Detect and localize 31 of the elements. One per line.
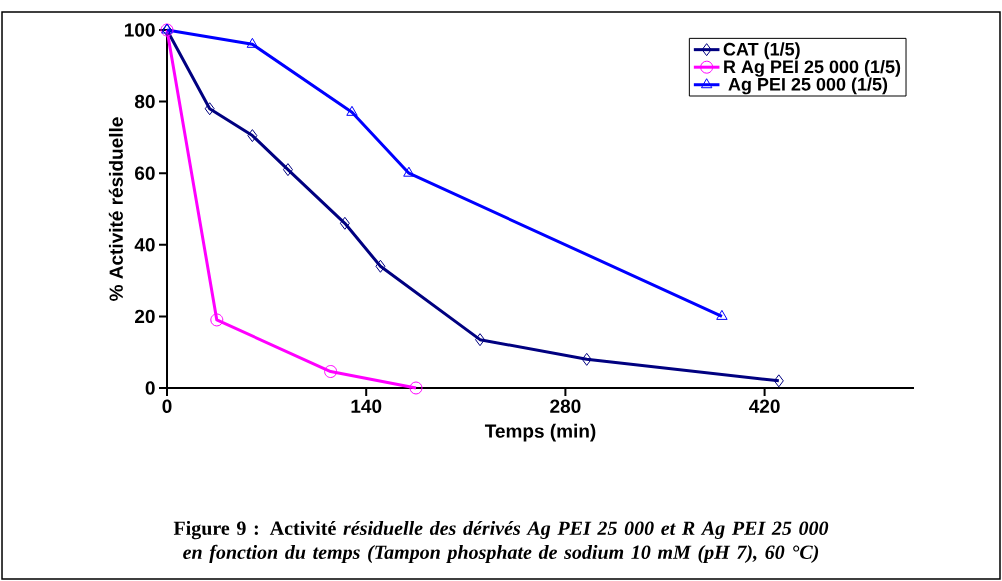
legend-label: CAT (1/5) bbox=[723, 42, 800, 60]
x-tick-label: 140 bbox=[351, 399, 382, 413]
legend-label: R Ag PEI 25 000 (1/5) bbox=[724, 59, 901, 77]
point bbox=[282, 163, 293, 177]
y-tick-label: 100 bbox=[124, 23, 155, 37]
point bbox=[403, 166, 415, 177]
point bbox=[409, 381, 423, 395]
x-tick-label: 0 bbox=[162, 399, 172, 413]
point bbox=[210, 313, 224, 327]
y-axis-title: % Activité résiduelle bbox=[108, 117, 123, 301]
y-tick-label: 60 bbox=[135, 166, 155, 180]
point bbox=[247, 129, 258, 143]
point bbox=[716, 309, 728, 320]
point bbox=[581, 352, 592, 366]
x-tick-label: 280 bbox=[550, 399, 581, 413]
point bbox=[346, 105, 358, 116]
y-tick-label: 80 bbox=[134, 94, 155, 109]
x-axis-title: Temps (min) bbox=[484, 423, 596, 442]
point bbox=[324, 365, 338, 379]
y-tick-label: 20 bbox=[135, 309, 155, 324]
y-tick-label: 40 bbox=[134, 238, 155, 252]
point bbox=[204, 102, 215, 116]
y-tick-label: 0 bbox=[145, 381, 155, 395]
point bbox=[773, 374, 784, 388]
legend-label: Ag PEI 25 000 (1/5) bbox=[728, 77, 888, 95]
point bbox=[475, 333, 486, 347]
point bbox=[339, 216, 350, 230]
point bbox=[375, 259, 386, 273]
point bbox=[246, 37, 259, 48]
text: Figure 9 : Activité résiduelle des dérivés Ag PEI 25 000 et R Ag PEI 25 000 en fonction du temps (Tampon phosphate de sodium 10 mM (pH 7), 60 °C) bbox=[173, 520, 829, 564]
x-tick-label: 420 bbox=[749, 399, 780, 413]
